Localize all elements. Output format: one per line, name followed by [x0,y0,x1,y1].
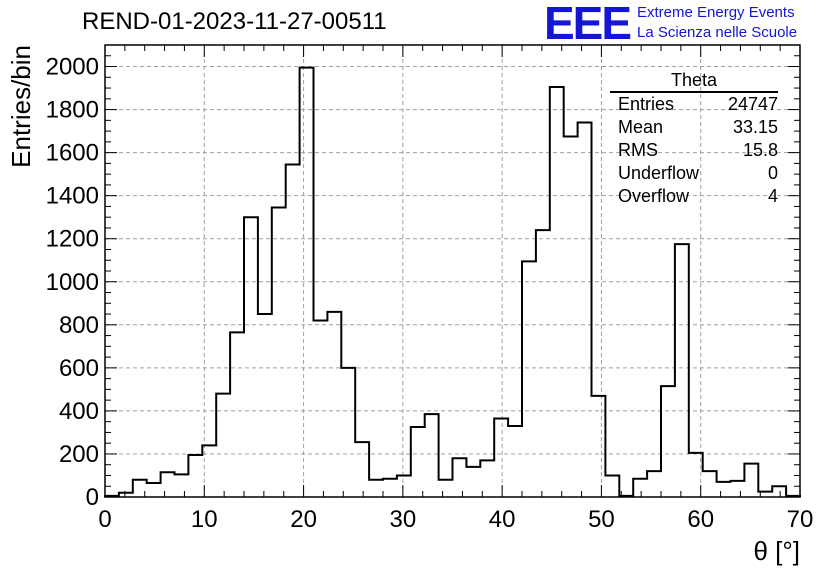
stats-label: Entries [618,94,675,114]
histogram-series [104,66,801,497]
y-tick-label: 200 [59,441,99,468]
histogram-bin [466,467,480,497]
histogram-bin [383,479,397,497]
histogram-bin [550,87,564,497]
histogram-bin [647,471,661,497]
y-tick-label: 0 [86,484,99,511]
histogram-bin [188,455,202,497]
stats-rows: Entries 24747 Mean 33.15 RMS 15.8 Underflow 0 Ov… [610,93,778,208]
histogram-bin [411,427,425,497]
histogram-bin [508,426,522,497]
histogram-bin [522,261,536,497]
histogram-bin [161,472,175,497]
x-tick-label: 0 [98,506,111,533]
histogram-bin [578,122,592,497]
histogram-bin [369,480,383,497]
stats-value: 33.15 [732,117,778,137]
histogram-bin [175,474,189,497]
chart-title: REND-01-2023-11-27-00511 [82,8,387,35]
y-tick-label: 2000 [46,54,99,81]
histogram-bin [731,481,745,497]
histogram-bin [397,475,411,497]
x-tick-label: 20 [290,506,317,533]
y-tick-label: 1200 [46,226,99,253]
histogram-bin [703,471,717,497]
x-tick-label: 50 [588,506,615,533]
histogram-bin [661,386,675,497]
histogram-bin [300,68,314,497]
x-tick-label: 40 [489,506,516,533]
stats-value: 4 [767,186,778,206]
x-tick-label: 60 [687,506,714,533]
stats-value: 24747 [727,94,778,114]
eee-logo: EEE [544,0,632,49]
stats-label: RMS [618,140,658,160]
y-tick-label: 600 [59,355,99,382]
histogram-bin [744,464,758,497]
y-tick-label: 1600 [46,140,99,167]
stats-box: Theta Entries 24747 Mean 33.15 RMS 15.8 Underf… [610,70,778,208]
stats-row-mean: Mean 33.15 [610,116,778,139]
histogram-bin [675,244,689,497]
stats-value: 0 [767,163,778,183]
stats-row-rms: RMS 15.8 [610,139,778,162]
x-axis-label: θ [°] [753,536,800,566]
x-tick-label: 70 [787,506,814,533]
histogram-bin [453,458,467,497]
histogram-bin [494,418,508,497]
stats-value: 15.8 [742,140,778,160]
logo-caption: Extreme Energy Events La Scienza nelle S… [637,3,797,43]
histogram-bin [772,486,786,497]
stats-row-underflow: Underflow 0 [610,162,778,185]
stats-label: Overflow [618,186,690,206]
histogram-bin [717,482,731,497]
histogram-bin [425,414,439,497]
histogram-bin [258,314,272,497]
stats-row-entries: Entries 24747 [610,93,778,116]
histogram-bin [272,208,286,497]
logo-caption-line2: La Scienza nelle Scuole [637,24,798,41]
x-tick-label: 30 [390,506,417,533]
histogram-bin [605,475,619,497]
histogram-bin [314,321,328,497]
logo-caption-line1: Extreme Energy Events [637,4,795,21]
histogram-bin [536,230,550,497]
y-tick-label: 1000 [46,269,99,296]
histogram-bin [341,368,355,497]
histogram-bin [633,479,647,497]
histogram-bin [564,136,578,497]
stats-title: Theta [610,70,778,93]
y-tick-label: 400 [59,398,99,425]
histogram-bin [355,442,369,497]
y-tick-label: 800 [59,312,99,339]
histogram-bin [592,396,606,497]
histogram-bin [216,394,230,497]
stats-label: Mean [618,117,664,137]
histogram-bin [327,312,341,497]
stats-label: Underflow [618,163,700,183]
x-tick-label: 10 [191,506,218,533]
y-tick-label: 1400 [46,183,99,210]
histogram-bin [244,217,258,497]
histogram-bin [230,332,244,497]
y-tick-label: 1800 [46,97,99,124]
y-axis-label: Entries/bin [6,45,36,168]
histogram-bin [147,483,161,497]
histogram-bin [439,480,453,497]
stats-row-overflow: Overflow 4 [610,185,778,208]
histogram-bin [286,164,300,497]
